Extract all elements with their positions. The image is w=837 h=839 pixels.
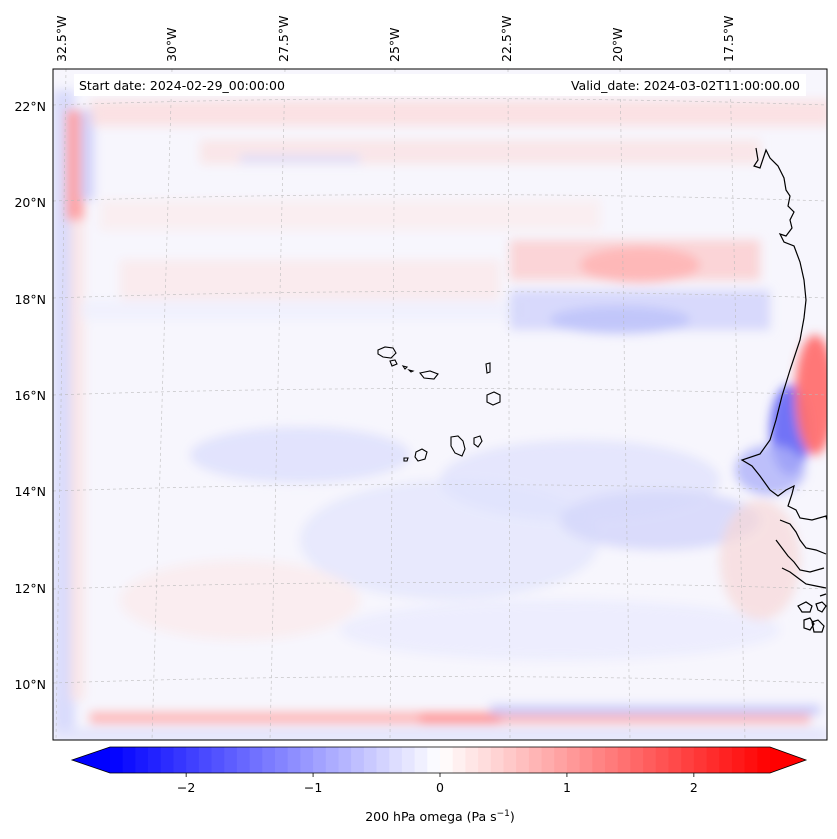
colorbar-cell xyxy=(389,747,403,773)
colorbar-cell xyxy=(110,747,124,773)
colorbar-outline xyxy=(70,746,808,774)
colorbar-cell xyxy=(503,747,517,773)
colorbar-cell xyxy=(719,747,733,773)
colorbar-cell xyxy=(313,747,327,773)
colorbar-cell xyxy=(630,747,644,773)
colorbar-cell xyxy=(148,747,162,773)
colorbar-cell xyxy=(617,747,631,773)
map-frame xyxy=(52,68,828,741)
colorbar-cell xyxy=(224,747,238,773)
lat-label: 14°N xyxy=(14,484,46,499)
colorbar-cell xyxy=(325,747,339,773)
colorbar-cell xyxy=(236,747,251,773)
lon-label: 20°W xyxy=(610,27,625,62)
colorbar-cell xyxy=(566,747,581,773)
longitude-labels: 32.5°W 30°W 27.5°W 25°W 22.5°W 20°W 17.5… xyxy=(54,16,736,62)
colorbar-cell xyxy=(605,747,619,773)
colorbar-cell xyxy=(376,747,390,773)
colorbar-cell xyxy=(198,747,212,773)
valid-date-label: Valid_date: 2024-03-02T11:00:00.00 xyxy=(571,78,800,93)
colorbar-cell xyxy=(338,747,352,773)
colorbar-cell xyxy=(122,747,136,773)
cabo-verde-islands xyxy=(377,346,501,462)
colorbar-cell xyxy=(440,747,454,773)
map-panel: Start date: 2024-02-29_00:00:00 Valid_da… xyxy=(53,69,827,740)
colorbar-tick-label: −2 xyxy=(177,780,195,795)
omega-field xyxy=(53,90,827,740)
colorbar-cell xyxy=(160,747,174,773)
lat-label: 20°N xyxy=(14,195,46,210)
colorbar-cell xyxy=(693,747,707,773)
colorbar-cell xyxy=(592,747,606,773)
colorbar-cell xyxy=(731,747,746,773)
colorbar-title: 200 hPa omega (Pa s−1) xyxy=(365,809,515,824)
colorbar-cell xyxy=(300,747,314,773)
colorbar-cell xyxy=(579,747,593,773)
colorbar-cell xyxy=(655,747,669,773)
colorbar-cell xyxy=(351,747,365,773)
lon-label: 22.5°W xyxy=(499,16,514,62)
lat-label: 22°N xyxy=(14,99,46,114)
colorbar-cell xyxy=(668,747,682,773)
colorbar-min-extension xyxy=(72,747,110,773)
latitude-labels: 22°N 20°N 18°N 16°N 14°N 12°N 10°N xyxy=(14,99,46,692)
colorbar-cell xyxy=(249,747,263,773)
colorbar-cell xyxy=(427,747,441,773)
colorbar-cell xyxy=(681,747,695,773)
colorbar-max-extension xyxy=(770,747,806,773)
lon-label: 30°W xyxy=(164,27,179,62)
colorbar-tick-label: 0 xyxy=(436,780,444,795)
lon-label: 25°W xyxy=(387,27,402,62)
colorbar-cell xyxy=(744,747,758,773)
colorbar-cell xyxy=(706,747,720,773)
colorbar-cell xyxy=(465,747,479,773)
colorbar-cell xyxy=(186,747,200,773)
colorbar-cell xyxy=(401,747,416,773)
lat-label: 16°N xyxy=(14,388,46,403)
graticule xyxy=(53,69,827,740)
header-strip xyxy=(74,74,806,96)
colorbar-cell xyxy=(643,747,657,773)
colorbar-cells xyxy=(110,747,771,773)
lat-label: 18°N xyxy=(14,292,46,307)
colorbar-cell xyxy=(757,747,771,773)
colorbar-cell xyxy=(287,747,301,773)
lat-label: 12°N xyxy=(14,581,46,596)
colorbar-cell xyxy=(490,747,504,773)
colorbar-ticks: −2 −1 0 1 2 xyxy=(177,773,698,795)
colorbar-cell xyxy=(554,747,568,773)
colorbar-cell xyxy=(528,747,542,773)
lat-label: 10°N xyxy=(14,677,46,692)
colorbar-cell xyxy=(275,747,289,773)
colorbar-cell xyxy=(414,747,428,773)
lon-label: 27.5°W xyxy=(276,16,291,62)
lon-label: 17.5°W xyxy=(721,16,736,62)
lon-label: 32.5°W xyxy=(54,16,69,62)
start-date-label: Start date: 2024-02-29_00:00:00 xyxy=(79,78,285,93)
colorbar-cell xyxy=(363,747,377,773)
colorbar-cell xyxy=(541,747,555,773)
colorbar: −2 −1 0 1 2 200 hPa omega (Pa s−1) xyxy=(70,746,808,824)
colorbar-cell xyxy=(135,747,149,773)
colorbar-cell xyxy=(478,747,492,773)
colorbar-cell xyxy=(262,747,276,773)
colorbar-tick-label: 2 xyxy=(690,780,698,795)
african-coastline xyxy=(740,147,827,633)
colorbar-cell xyxy=(516,747,530,773)
colorbar-cell xyxy=(173,747,187,773)
colorbar-tick-label: −1 xyxy=(304,780,322,795)
colorbar-tick-label: 1 xyxy=(563,780,571,795)
colorbar-cell xyxy=(211,747,225,773)
colorbar-cell xyxy=(452,747,466,773)
